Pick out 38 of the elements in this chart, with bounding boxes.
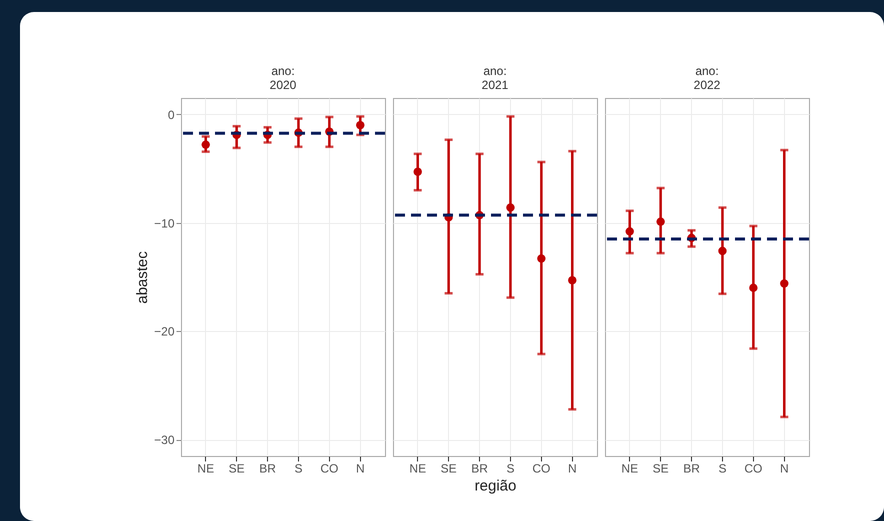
point — [749, 284, 758, 292]
x-tick-label: N — [356, 462, 365, 476]
x-tick-label: SE — [228, 462, 245, 476]
x-tick-label: CO — [532, 462, 550, 476]
x-tick-label: N — [780, 462, 789, 476]
y-tick-label: −10 — [154, 216, 175, 230]
y-tick-label: −30 — [154, 433, 175, 448]
x-tick-label: CO — [320, 462, 338, 476]
x-tick-label: NE — [409, 462, 426, 476]
y-tick-label: 0 — [168, 108, 175, 122]
x-tick-label: NE — [197, 462, 214, 476]
x-axis-title: região — [474, 478, 516, 494]
point — [718, 246, 727, 256]
x-tick-label: BR — [471, 462, 488, 476]
x-tick-label: SE — [440, 462, 457, 476]
x-tick-label: SE — [652, 462, 669, 476]
point — [506, 203, 515, 212]
x-tick-label: N — [568, 462, 577, 476]
x-tick-label: CO — [744, 462, 762, 476]
point — [568, 276, 576, 284]
y-axis-title: abastec — [134, 250, 152, 304]
x-tick-label: BR — [683, 462, 700, 476]
chart-title: ano: 2021 — [482, 64, 509, 92]
point — [780, 279, 788, 288]
point — [202, 140, 210, 149]
x-tick-label: BR — [259, 462, 276, 476]
x-tick-label: S — [294, 462, 302, 476]
point — [537, 254, 546, 263]
point — [356, 120, 364, 130]
y-tick-label: −20 — [154, 324, 175, 339]
chart-title: ano: 2022 — [694, 64, 721, 92]
chart-title: ano: 2020 — [270, 64, 297, 92]
x-tick-label: NE — [621, 462, 638, 476]
x-tick-label: S — [506, 462, 514, 476]
x-tick-label: S — [718, 462, 726, 476]
point — [656, 218, 665, 226]
point — [626, 227, 634, 236]
point — [414, 168, 422, 176]
